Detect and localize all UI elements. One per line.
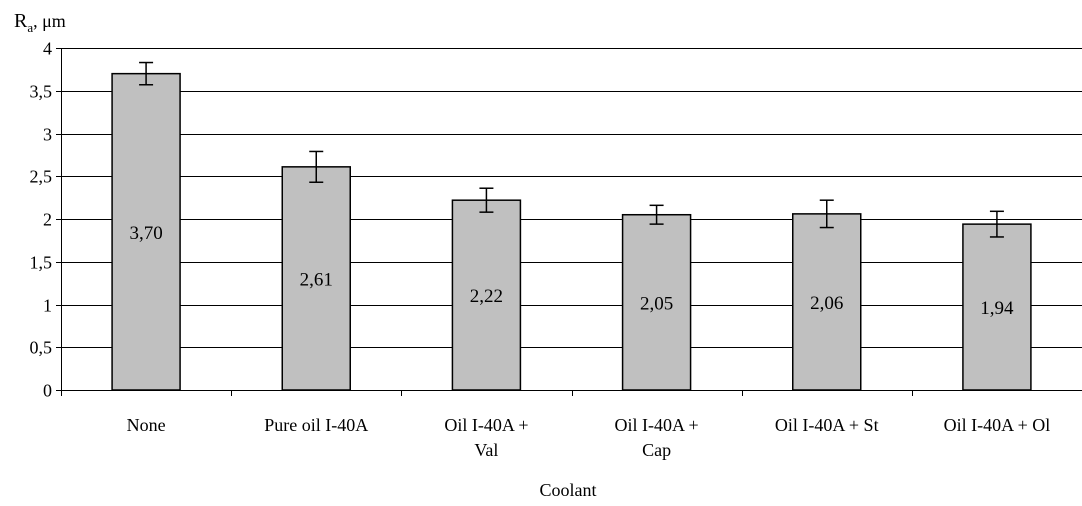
data-label: 2,61 — [300, 269, 333, 290]
y-tick-label: 1 — [43, 296, 52, 316]
x-category-label: Oil I-40A + Ol — [944, 415, 1051, 435]
x-category-label: Oil I-40A + — [615, 415, 699, 435]
error-bar — [139, 61, 154, 86]
bar — [111, 72, 181, 391]
bar — [621, 213, 692, 391]
y-tick-label: 4 — [43, 39, 52, 59]
data-label: 3,70 — [129, 223, 162, 244]
y-tick-label: 2 — [43, 210, 52, 230]
error-bar — [649, 204, 664, 225]
bars — [111, 72, 1032, 391]
data-labels: 3,70 2,61 2,22 2,05 2,06 1,94 — [129, 223, 1014, 319]
y-tick-label: 1,5 — [30, 253, 53, 273]
bar — [792, 213, 862, 391]
y-tick-label: 0,5 — [30, 338, 53, 358]
y-tick-label: 3,5 — [30, 82, 53, 102]
x-axis-title: Coolant — [540, 480, 597, 500]
data-label: 2,05 — [640, 293, 673, 314]
error-bars — [139, 61, 1004, 238]
x-category-label: Oil I-40A + — [444, 415, 528, 435]
x-category-label: Val — [474, 440, 498, 460]
data-label: 2,22 — [470, 286, 503, 307]
error-bar — [989, 210, 1004, 238]
error-bar — [309, 150, 324, 183]
data-label: 1,94 — [980, 298, 1014, 319]
error-bar — [479, 187, 494, 213]
x-category-label: Cap — [642, 440, 671, 460]
x-category-label: None — [127, 415, 166, 435]
x-category-label: Pure oil I-40A — [264, 415, 368, 435]
bar — [451, 199, 522, 391]
y-tick-labels: 0 0,5 1 1,5 2 2,5 3 3,5 4 — [30, 39, 53, 401]
y-axis-title: Ra, μm — [14, 10, 66, 35]
x-category-label: Oil I-40A + St — [775, 415, 879, 435]
gridlines — [61, 48, 1082, 348]
data-label: 2,06 — [810, 293, 843, 314]
axes — [56, 48, 1082, 396]
x-category-labels: None Pure oil I-40A Oil I-40A + Val Oil I-40… — [127, 415, 1051, 460]
bar — [281, 166, 351, 391]
y-tick-label: 0 — [43, 381, 52, 401]
y-tick-label: 3 — [43, 125, 52, 145]
error-bar — [819, 199, 834, 229]
y-tick-label: 2,5 — [30, 167, 53, 187]
